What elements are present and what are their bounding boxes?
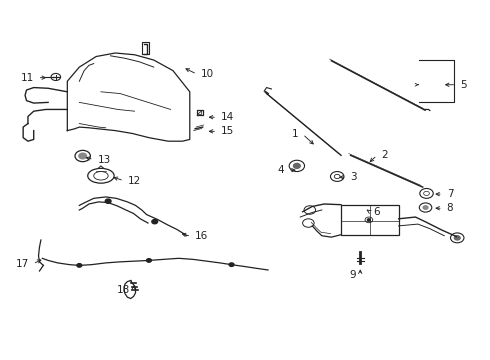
Circle shape bbox=[423, 206, 428, 209]
Circle shape bbox=[79, 153, 87, 159]
Text: 9: 9 bbox=[350, 270, 356, 280]
Text: 13: 13 bbox=[98, 154, 111, 165]
Circle shape bbox=[368, 219, 370, 221]
Text: 18: 18 bbox=[117, 285, 130, 295]
Text: 16: 16 bbox=[195, 231, 208, 242]
Text: 3: 3 bbox=[351, 172, 357, 182]
Bar bbox=[341, 205, 399, 235]
Text: 11: 11 bbox=[21, 73, 34, 83]
Text: 17: 17 bbox=[16, 259, 29, 269]
Text: 4: 4 bbox=[278, 165, 284, 175]
Text: 7: 7 bbox=[447, 189, 453, 199]
Circle shape bbox=[77, 264, 82, 267]
Text: 10: 10 bbox=[201, 69, 214, 79]
Circle shape bbox=[454, 236, 460, 240]
Text: 8: 8 bbox=[447, 203, 453, 213]
Text: 6: 6 bbox=[374, 207, 380, 217]
Circle shape bbox=[152, 220, 158, 224]
Text: 2: 2 bbox=[381, 150, 388, 160]
Circle shape bbox=[105, 199, 111, 203]
Circle shape bbox=[294, 163, 300, 168]
Circle shape bbox=[147, 259, 151, 262]
Text: 15: 15 bbox=[221, 126, 234, 136]
Text: 1: 1 bbox=[292, 129, 299, 139]
Text: 12: 12 bbox=[128, 176, 141, 186]
Text: 5: 5 bbox=[460, 80, 467, 90]
Circle shape bbox=[229, 263, 234, 266]
Text: 14: 14 bbox=[221, 112, 234, 122]
